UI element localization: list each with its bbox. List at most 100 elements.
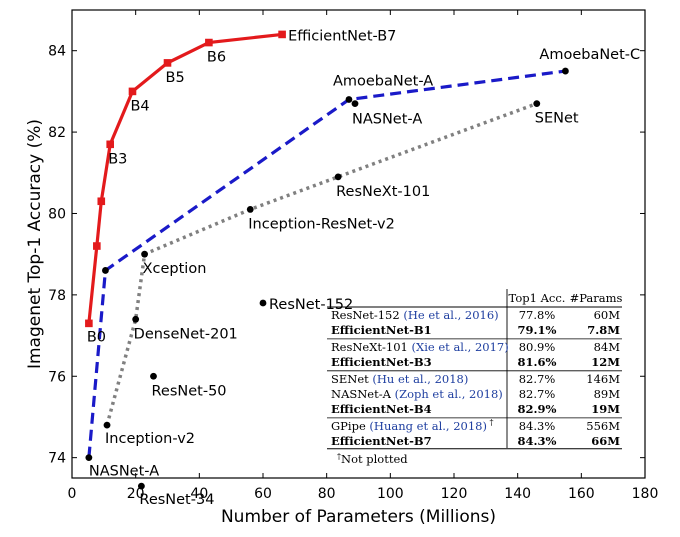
point-label: ResNet-50 xyxy=(151,383,226,399)
efficientnet-marker xyxy=(205,38,213,47)
x-tick-label: 80 xyxy=(318,486,336,502)
table-model-name: ResNet-152 xyxy=(331,308,400,322)
y-tick-label: 82 xyxy=(48,125,66,141)
watermark-text: 知乎 @爱喝热牛奶的盼盼 xyxy=(495,503,665,521)
table-row-acc: 82.9% xyxy=(518,402,557,416)
data-point-marker xyxy=(533,100,541,107)
point-label: NASNet-A xyxy=(89,464,159,480)
table-model-name: GPipe xyxy=(331,419,366,433)
table-citation: (He et al., 2016) xyxy=(400,308,499,322)
table-row-acc: 80.9% xyxy=(519,340,556,354)
table-row-model: SENet (Hu et al., 2018) xyxy=(331,372,468,386)
table-row-params: 89M xyxy=(594,387,621,401)
table-model-name: EfficientNet-B3 xyxy=(331,355,432,369)
table-row-params: 7.8M xyxy=(587,323,620,337)
table-row-params: 84M xyxy=(594,340,621,354)
point-labels: B0 B3 B4 B5 B6 EfficientNet-B7 NASNet-A AmoebaN… xyxy=(87,28,640,508)
efficientnet-marker xyxy=(85,319,93,328)
y-tick-label: 74 xyxy=(48,451,66,467)
table-citation: (Xie et al., 2017) xyxy=(408,340,509,354)
data-point-marker xyxy=(150,372,157,380)
table-row-params: 60M xyxy=(594,308,621,322)
data-point-marker xyxy=(85,454,93,462)
table-model-name: EfficientNet-B7 xyxy=(331,434,432,448)
point-label: B6 xyxy=(207,50,226,66)
table-model-name: ResNeXt-101 xyxy=(331,340,408,354)
point-label: B4 xyxy=(130,98,149,114)
series-line-0 xyxy=(87,32,283,324)
point-label: ResNet-34 xyxy=(139,492,214,508)
x-tick-label: 140 xyxy=(504,486,531,502)
data-point-marker xyxy=(246,206,254,213)
table-citation: (Zoph et al., 2018) xyxy=(391,387,503,401)
efficientnet-marker xyxy=(93,242,101,250)
series-line-2 xyxy=(105,101,538,426)
x-tick-label: 60 xyxy=(254,486,272,502)
table-row-params: 66M xyxy=(591,434,620,448)
table-header-params: #Params xyxy=(570,291,623,305)
y-axis-label: Imagenet Top-1 Accuracy (%) xyxy=(25,119,45,369)
point-label: Xception xyxy=(143,261,207,277)
data-point-marker xyxy=(259,299,267,307)
point-label: Inception-v2 xyxy=(105,431,195,447)
point-label: EfficientNet-B7 xyxy=(288,28,396,44)
table-row-params: 12M xyxy=(591,355,620,369)
table-row-acc: 81.6% xyxy=(518,355,557,369)
table-row-acc: 84.3% xyxy=(518,434,557,448)
data-point-marker xyxy=(562,67,569,75)
table-row-params: 556M xyxy=(586,419,620,433)
table-row-acc: 82.7% xyxy=(519,387,556,401)
axes: 0 20 40 60 80 100 120 140 160 180 74 76 78 80 82 84 Numb… xyxy=(25,9,659,527)
data-point-marker xyxy=(351,100,359,107)
y-tick-label: 76 xyxy=(48,369,66,385)
table-row-model: EfficientNet-B3 xyxy=(331,355,432,369)
data-point-marker xyxy=(345,96,353,103)
point-label: B3 xyxy=(108,151,127,167)
point-label: AmoebaNet-C xyxy=(539,47,640,63)
table-model-name: SENet xyxy=(331,372,369,386)
data-point-marker xyxy=(103,421,111,429)
table-row-model: ResNeXt-101 (Xie et al., 2017) xyxy=(331,340,509,354)
comparison-table: Top1 Acc. #Params ResNet-152 (He et al., 2… xyxy=(327,289,623,466)
table-header-acc: Top1 Acc. xyxy=(509,291,566,305)
table-row-acc: 77.8% xyxy=(519,308,556,322)
table-model-name: EfficientNet-B1 xyxy=(331,323,432,337)
footnote-text: Not plotted xyxy=(341,452,408,466)
y-tick-label: 84 xyxy=(48,44,66,60)
table-row-model: EfficientNet-B4 xyxy=(331,402,432,416)
point-label: AmoebaNet-A xyxy=(333,74,433,90)
table-row-acc: 82.7% xyxy=(519,372,556,386)
table-citation: (Hu et al., 2018) xyxy=(369,372,469,386)
point-label: DenseNet-201 xyxy=(134,326,238,342)
table-row-acc: 84.3% xyxy=(519,419,556,433)
table-row-params: 146M xyxy=(586,372,620,386)
x-tick-label: 20 xyxy=(127,486,145,502)
series-lines xyxy=(87,32,566,458)
x-tick-label: 0 xyxy=(68,486,77,502)
data-point-marker xyxy=(334,173,342,181)
table-row-params: 19M xyxy=(591,402,620,416)
y-tick-label: 78 xyxy=(48,288,66,304)
efficientnet-marker xyxy=(106,140,114,149)
data-point-marker xyxy=(132,315,140,323)
data-point-marker xyxy=(141,250,148,258)
efficientnet-marker xyxy=(128,87,137,96)
y-tick-label: 80 xyxy=(48,206,66,222)
x-tick-label: 40 xyxy=(190,486,208,502)
table-dagger: † xyxy=(487,418,494,427)
point-label: ResNeXt-101 xyxy=(336,184,430,200)
table-row-model: NASNet-A (Zoph et al., 2018) xyxy=(331,387,503,401)
efficientnet-marker xyxy=(278,30,286,39)
x-tick-label: 180 xyxy=(632,486,659,502)
table-row-model: ResNet-152 (He et al., 2016) xyxy=(331,308,499,322)
table-citation: (Huang et al., 2018) xyxy=(366,419,487,433)
table-row-model: GPipe (Huang et al., 2018) † xyxy=(331,418,494,433)
table-model-name: EfficientNet-B4 xyxy=(331,402,432,416)
series-line-1 xyxy=(87,69,566,458)
x-axis-label: Number of Parameters (Millions) xyxy=(221,507,496,527)
point-label: B0 xyxy=(87,329,106,345)
point-label: ResNet-152 xyxy=(269,297,353,313)
data-point-marker xyxy=(137,482,145,490)
plot-frame xyxy=(71,9,646,479)
